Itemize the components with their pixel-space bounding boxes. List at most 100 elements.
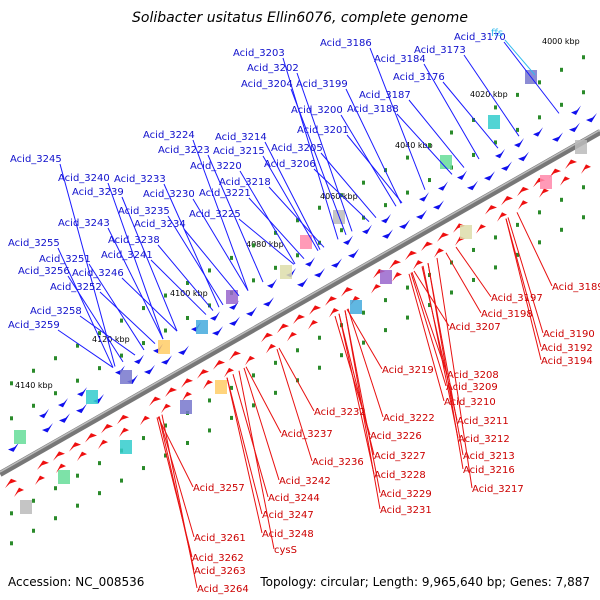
outer-tick-mark [560, 67, 563, 72]
tick-label: 4060 kbp [320, 192, 358, 201]
forward-gene-arrow [416, 209, 427, 220]
inner-tick-mark [186, 315, 189, 320]
forward-leader-line [290, 88, 347, 235]
forward-gene-arrow [115, 365, 125, 375]
reverse-gene-label: Acid_3228 [374, 470, 426, 481]
forward-gene-arrow [399, 219, 410, 230]
reverse-gene-arrow [325, 296, 337, 306]
forward-gene-arrow [161, 355, 172, 365]
forward-gene-arrow [59, 413, 70, 423]
reverse-gene-label: Acid_3211 [457, 416, 509, 427]
forward-leader-line [423, 63, 480, 160]
reverse-cog-box [575, 140, 587, 154]
forward-gene-label: Acid_3243 [58, 218, 110, 229]
reverse-leader-line [161, 414, 198, 589]
inner-tick-mark [98, 461, 101, 466]
reverse-gene-label: Acid_3242 [279, 476, 331, 487]
reverse-gene-label: Acid_3213 [463, 451, 515, 462]
backbone-highlight [0, 129, 600, 473]
forward-leader-line [369, 47, 426, 190]
forward-gene-arrow [134, 354, 144, 365]
forward-leader-line [320, 152, 377, 219]
inner-tick-mark [318, 335, 321, 340]
inner-tick-mark [582, 90, 585, 95]
forward-gene-arrow [467, 180, 478, 191]
inner-tick-mark [340, 228, 343, 233]
reverse-leader-line [338, 313, 375, 475]
forward-gene-arrow [419, 192, 429, 202]
reverse-gene-label: Acid_3222 [383, 413, 435, 424]
inner-tick-mark [538, 115, 541, 120]
reverse-gene-label: Acid_3261 [194, 533, 246, 544]
reverse-gene-arrow [517, 186, 529, 197]
forward-leader-line [107, 227, 164, 340]
forward-gene-arrow [76, 403, 87, 414]
reverse-gene-label: Acid_3248 [262, 529, 314, 540]
forward-leader-line [79, 315, 136, 356]
forward-leader-line [463, 54, 520, 137]
forward-gene-label: Acid_3215 [213, 146, 265, 157]
outer-tick-mark [230, 415, 233, 420]
reverse-gene-arrow [77, 451, 87, 462]
reverse-gene-label: Acid_3216 [463, 465, 515, 476]
reverse-gene-arrow [182, 391, 192, 402]
outer-tick-mark [208, 428, 211, 433]
inner-tick-mark [362, 215, 365, 220]
reverse-gene-label: Acid_3198 [481, 309, 533, 320]
inner-tick-mark [296, 253, 299, 258]
outer-tick-mark [76, 503, 79, 508]
forward-gene-arrow [77, 387, 87, 397]
reverse-leader-line [421, 266, 458, 421]
outer-tick-mark [120, 478, 123, 483]
tick-label: 4120 kbp [92, 335, 130, 344]
inner-tick-mark [76, 378, 79, 383]
forward-cog-box [488, 115, 500, 129]
forward-gene-label: Acid_3251 [39, 254, 91, 265]
inner-tick-mark [76, 473, 79, 478]
reverse-gene-arrow [287, 331, 297, 342]
inner-tick-mark [274, 360, 277, 365]
outer-tick-mark [54, 356, 57, 361]
forward-gene-label: Acid_3235 [118, 206, 170, 217]
forward-gene-arrow [552, 132, 563, 142]
outer-tick-mark [274, 230, 277, 235]
inner-tick-mark [560, 197, 563, 202]
forward-leader-line [157, 244, 214, 311]
forward-gene-arrow [246, 306, 257, 317]
forward-leader-line [183, 228, 240, 297]
forward-gene-label: Acid_3199 [296, 79, 348, 90]
reverse-gene-arrow [565, 159, 577, 169]
forward-gene-label: Acid_3233 [114, 174, 166, 185]
forward-leader-line [268, 186, 325, 248]
forward-gene-arrow [314, 268, 325, 278]
inner-tick-mark [54, 391, 57, 396]
outer-tick-mark [428, 143, 431, 148]
forward-gene-label: Acid_3255 [8, 238, 60, 249]
reverse-gene-arrow [371, 284, 381, 294]
reverse-leader-line [505, 218, 542, 348]
reverse-gene-arrow [119, 427, 129, 438]
outer-tick-mark [186, 440, 189, 445]
reverse-leader-line [226, 377, 263, 534]
inner-tick-mark [10, 416, 13, 421]
forward-gene-label: Acid_3246 [72, 268, 124, 279]
forward-gene-label: Acid_3225 [189, 209, 241, 220]
rna-leader-line [504, 39, 536, 76]
reverse-cog-box [350, 300, 362, 314]
reverse-gene-arrow [161, 403, 171, 414]
outer-tick-mark [318, 205, 321, 210]
inner-tick-mark [428, 178, 431, 183]
accession-label: Accession: NC_008536 [8, 575, 145, 589]
forward-gene-label: Acid_3234 [134, 219, 186, 230]
outer-tick-mark [120, 318, 123, 323]
inner-tick-mark [164, 328, 167, 333]
reverse-gene-arrow [229, 351, 241, 361]
forward-gene-arrow [297, 277, 308, 288]
reverse-gene-arrow [181, 378, 193, 388]
inner-tick-mark [252, 278, 255, 283]
forward-gene-label: Acid_3245 [10, 154, 62, 165]
reverse-gene-arrow [437, 232, 449, 242]
reverse-gene-label: Acid_3257 [193, 483, 245, 494]
forward-leader-line [296, 72, 353, 232]
reverse-leader-line [346, 308, 383, 370]
